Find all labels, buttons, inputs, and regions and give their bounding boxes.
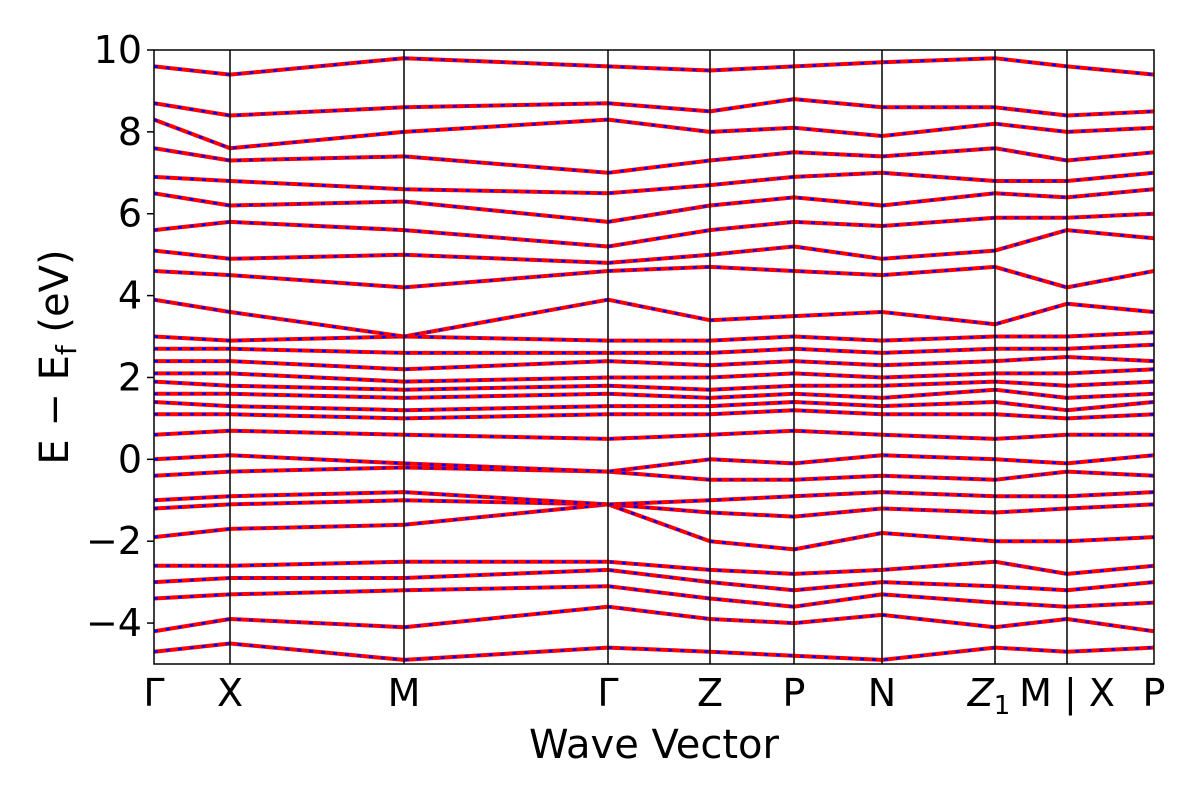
band-9-dashed bbox=[154, 453, 1154, 473]
band-11-dashed bbox=[154, 408, 1154, 420]
y-tick-label: 2 bbox=[118, 355, 142, 399]
band-8-dashed bbox=[154, 466, 1154, 482]
band-26-dashed bbox=[154, 118, 1154, 150]
x-tick-label: M | X bbox=[1019, 671, 1115, 716]
band-16-dashed bbox=[154, 355, 1154, 371]
band-0-dashed bbox=[154, 642, 1154, 662]
x-axis-ticks: Γ X M Γ Z P N Z1 M | X P bbox=[143, 671, 1165, 721]
x-tick-label: X bbox=[217, 671, 243, 715]
y-tick-label: 10 bbox=[94, 28, 142, 72]
y-tick-label: 4 bbox=[118, 274, 142, 318]
band-17-dashed bbox=[154, 343, 1154, 355]
plot-frame bbox=[153, 49, 1155, 665]
x-tick-label: Z bbox=[697, 671, 723, 715]
band-15-dashed bbox=[154, 368, 1154, 383]
y-tick-label: −2 bbox=[86, 519, 142, 563]
y-tick-label: 6 bbox=[118, 192, 142, 236]
band-6-dashed bbox=[154, 499, 1154, 518]
y-tick-label: 8 bbox=[118, 110, 142, 154]
band-27-dashed bbox=[154, 97, 1154, 117]
x-tick-label: M bbox=[388, 671, 421, 715]
y-tick-label: −4 bbox=[86, 601, 142, 645]
band-13-dashed bbox=[154, 388, 1154, 400]
y-axis-ticks: 10 8 6 4 2 0 −2 −4 bbox=[86, 28, 154, 645]
band-18-dashed bbox=[154, 331, 1154, 342]
bands-layer bbox=[154, 56, 1154, 662]
band-1-dashed bbox=[154, 605, 1154, 633]
x-tick-label: Γ bbox=[143, 671, 164, 715]
x-tick-label: N bbox=[868, 671, 896, 715]
band-12-dashed bbox=[154, 400, 1154, 412]
band-22-dashed bbox=[154, 212, 1154, 248]
x-tick-label: Z1 bbox=[967, 671, 1011, 721]
x-tick-label: P bbox=[1143, 671, 1166, 715]
band-7-dashed bbox=[154, 490, 1154, 506]
band-14-dashed bbox=[154, 380, 1154, 391]
y-axis-title-unit: (eV) bbox=[32, 249, 78, 345]
band-19-solid bbox=[154, 297, 1154, 339]
band-2-dashed bbox=[154, 584, 1154, 608]
band-10-dashed bbox=[154, 429, 1154, 441]
band-23-dashed bbox=[154, 187, 1154, 224]
y-axis-title-main: E − E bbox=[32, 355, 78, 465]
y-axis-title: E − Ef (eV) bbox=[32, 249, 83, 464]
x-axis-title: Wave Vector bbox=[529, 722, 780, 768]
band-28-dashed bbox=[154, 56, 1154, 76]
y-tick-label: 0 bbox=[118, 437, 142, 481]
plot-area bbox=[153, 49, 1155, 665]
band-4-dashed bbox=[154, 560, 1154, 576]
x-tick-label: Γ bbox=[597, 671, 618, 715]
band-3-dashed bbox=[154, 568, 1154, 592]
band-24-dashed bbox=[154, 171, 1154, 195]
high-symmetry-lines bbox=[229, 50, 1068, 664]
band-20-solid bbox=[154, 264, 1154, 290]
x-tick-label: P bbox=[783, 671, 806, 715]
band-25-dashed bbox=[154, 146, 1154, 175]
y-axis-title-subscript: f bbox=[50, 344, 83, 355]
band-21-solid bbox=[154, 228, 1154, 265]
band-5-solid bbox=[154, 502, 1154, 552]
